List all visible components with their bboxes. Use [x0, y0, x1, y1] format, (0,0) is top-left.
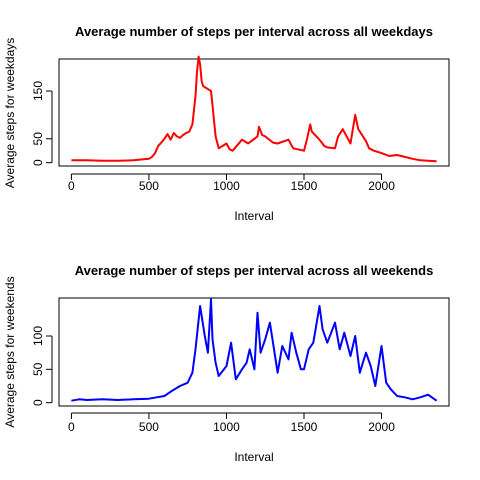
weekday-chart-title: Average number of steps per interval acr…: [75, 24, 433, 39]
weekday-x-tick-label: 1000: [213, 179, 240, 193]
weekend-chart-title: Average number of steps per interval acr…: [75, 263, 434, 278]
weekday-x-tick-label: 1500: [291, 179, 318, 193]
weekend-y-tick-label: 0: [31, 399, 45, 406]
weekend-series-group: [71, 298, 438, 402]
weekend-plot-frame: [58, 297, 450, 407]
weekend-y-tick-label: 50: [31, 362, 45, 376]
weekday-panel: Average number of steps per interval acr…: [3, 24, 450, 223]
weekday-x-tick-label: 2000: [368, 179, 395, 193]
weekend-y-axis: 0 50 100: [31, 326, 53, 406]
weekday-y-axis-label: Average steps for weekdays: [3, 38, 17, 189]
weekday-x-axis-label: Interval: [234, 209, 273, 223]
weekend-x-axis: 0 500 1000 1500 2000: [68, 412, 395, 434]
weekday-y-axis: 0 50 150: [31, 81, 53, 166]
weekend-y-axis-label: Average steps for weekends: [3, 276, 17, 427]
weekday-y-tick-label: 0: [31, 159, 45, 166]
weekday-series-line: [71, 55, 437, 163]
weekday-x-axis: 0 500 1000 1500 2000: [68, 173, 395, 193]
weekday-y-tick-label: 150: [31, 81, 45, 101]
weekend-x-tick-label: 1500: [291, 420, 318, 434]
weekday-x-tick-label: 0: [68, 179, 75, 193]
weekend-x-axis-label: Interval: [234, 450, 273, 464]
weekend-x-tick-label: 2000: [368, 420, 395, 434]
weekend-y-tick-label: 100: [31, 326, 45, 346]
weekend-panel: Average number of steps per interval acr…: [3, 263, 450, 464]
weekend-x-tick-label: 500: [139, 420, 159, 434]
weekday-plot-frame: [58, 58, 450, 167]
weekend-x-tick-label: 1000: [213, 420, 240, 434]
weekday-x-tick-label: 500: [139, 179, 159, 193]
weekday-y-tick-label: 50: [31, 132, 45, 146]
weekday-series-group: [71, 55, 437, 163]
weekend-x-tick-label: 0: [68, 420, 75, 434]
weekend-series-line: [71, 298, 438, 402]
